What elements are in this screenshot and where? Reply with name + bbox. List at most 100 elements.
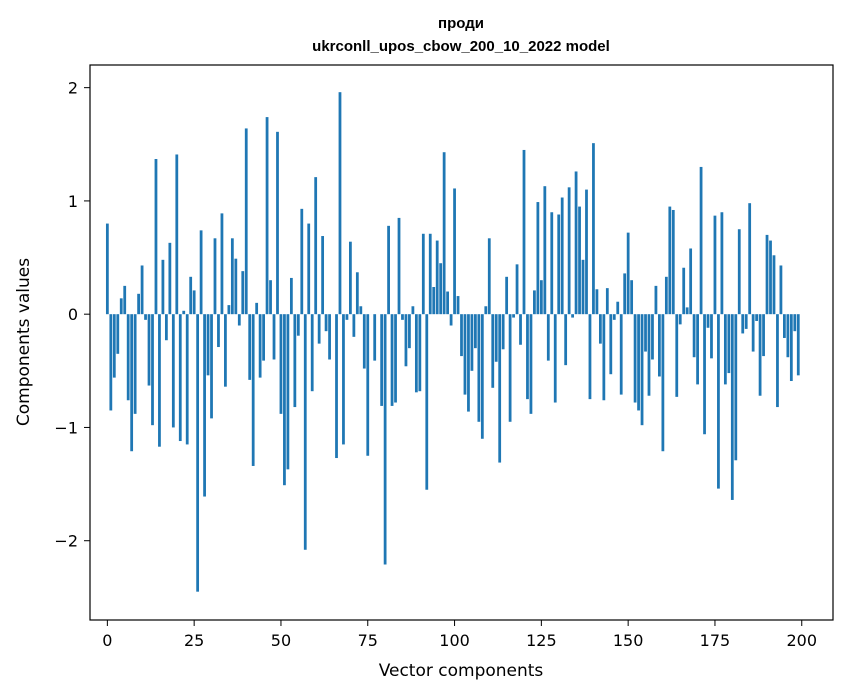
bar-40 <box>244 128 248 315</box>
bar-196 <box>786 314 790 358</box>
x-tick-label: 50 <box>271 631 291 650</box>
bar-25 <box>192 290 196 315</box>
bar-10 <box>140 265 144 315</box>
bar-58 <box>307 223 311 315</box>
y-tick-label: 0 <box>68 305 78 324</box>
bar-113 <box>498 314 502 463</box>
bar-181 <box>734 314 738 461</box>
bar-80 <box>383 314 387 565</box>
bar-87 <box>408 314 411 349</box>
bar-162 <box>668 206 672 315</box>
bar-106 <box>474 314 477 349</box>
bar-17 <box>164 314 168 341</box>
bar-1 <box>109 314 113 411</box>
bar-128 <box>550 212 554 315</box>
bar-98 <box>446 291 449 315</box>
bar-79 <box>380 314 384 406</box>
bar-90 <box>418 314 422 392</box>
bar-34 <box>224 314 227 387</box>
bar-3 <box>116 314 120 354</box>
bar-188 <box>758 314 762 396</box>
bar-107 <box>477 314 481 422</box>
y-tick-label: −1 <box>54 418 78 437</box>
bar-152 <box>633 314 637 403</box>
x-axis-label: Vector components <box>379 661 544 681</box>
bar-160 <box>661 314 665 452</box>
bar-186 <box>751 314 755 352</box>
bar-114 <box>501 314 505 350</box>
bar-178 <box>723 314 727 385</box>
x-tick-label: 100 <box>439 631 470 650</box>
bar-168 <box>689 248 693 315</box>
bar-146 <box>612 314 616 320</box>
bar-74 <box>362 314 366 369</box>
bar-64 <box>328 314 331 360</box>
plot-frame <box>89 64 834 621</box>
bar-12 <box>147 314 151 386</box>
bar-26 <box>196 314 200 592</box>
bar-139 <box>588 314 592 400</box>
bar-18 <box>168 242 172 315</box>
bar-141 <box>595 289 599 315</box>
bar-43 <box>255 302 259 315</box>
bar-93 <box>428 233 432 315</box>
bar-52 <box>286 314 290 470</box>
bar-164 <box>675 314 679 397</box>
bar-42 <box>251 314 255 466</box>
bar-177 <box>720 212 724 315</box>
bar-195 <box>783 314 786 338</box>
bar-125 <box>539 280 543 315</box>
bar-94 <box>432 287 436 315</box>
bar-194 <box>779 265 783 315</box>
bar-126 <box>543 186 547 315</box>
bar-109 <box>484 306 488 315</box>
bar-32 <box>217 314 220 348</box>
y-tick-label: 1 <box>68 192 78 211</box>
bar-61 <box>317 314 321 344</box>
bar-99 <box>449 314 453 326</box>
bar-5 <box>123 285 127 315</box>
bar-175 <box>713 215 717 315</box>
bar-197 <box>789 314 793 382</box>
bar-70 <box>349 241 352 315</box>
x-tick-label: 75 <box>358 631 378 650</box>
bar-104 <box>467 314 470 412</box>
bar-16 <box>161 259 165 315</box>
bar-77 <box>373 314 377 361</box>
bar-142 <box>598 314 602 344</box>
bar-41 <box>248 314 252 380</box>
bar-123 <box>533 290 536 315</box>
bar-56 <box>300 208 304 315</box>
bar-182 <box>737 229 741 315</box>
bar-183 <box>741 314 745 334</box>
bar-140 <box>592 143 595 315</box>
bar-21 <box>178 314 182 442</box>
bar-185 <box>748 203 752 315</box>
bar-24 <box>189 276 193 315</box>
bar-189 <box>762 314 765 357</box>
bar-131 <box>560 197 564 315</box>
bar-59 <box>310 314 314 392</box>
bar-135 <box>574 171 578 315</box>
bar-138 <box>585 189 588 315</box>
bar-82 <box>390 314 394 406</box>
bar-91 <box>421 233 425 315</box>
bar-127 <box>546 314 550 361</box>
bar-4 <box>119 298 123 315</box>
bar-88 <box>411 306 415 315</box>
bar-62 <box>321 236 325 315</box>
bar-105 <box>470 314 474 371</box>
bar-28 <box>203 314 206 497</box>
y-axis-ticks: −2 −1 0 1 2 <box>54 79 90 551</box>
bar-33 <box>220 213 224 315</box>
bar-130 <box>557 214 561 315</box>
bar-173 <box>706 314 710 328</box>
bar-180 <box>730 314 734 500</box>
bar-68 <box>342 314 345 445</box>
bar-67 <box>338 92 342 315</box>
bar-15 <box>158 314 161 447</box>
chart-title-line1: проди <box>438 15 484 32</box>
bar-11 <box>144 314 147 320</box>
bar-134 <box>571 314 574 318</box>
x-tick-label: 0 <box>102 631 112 650</box>
